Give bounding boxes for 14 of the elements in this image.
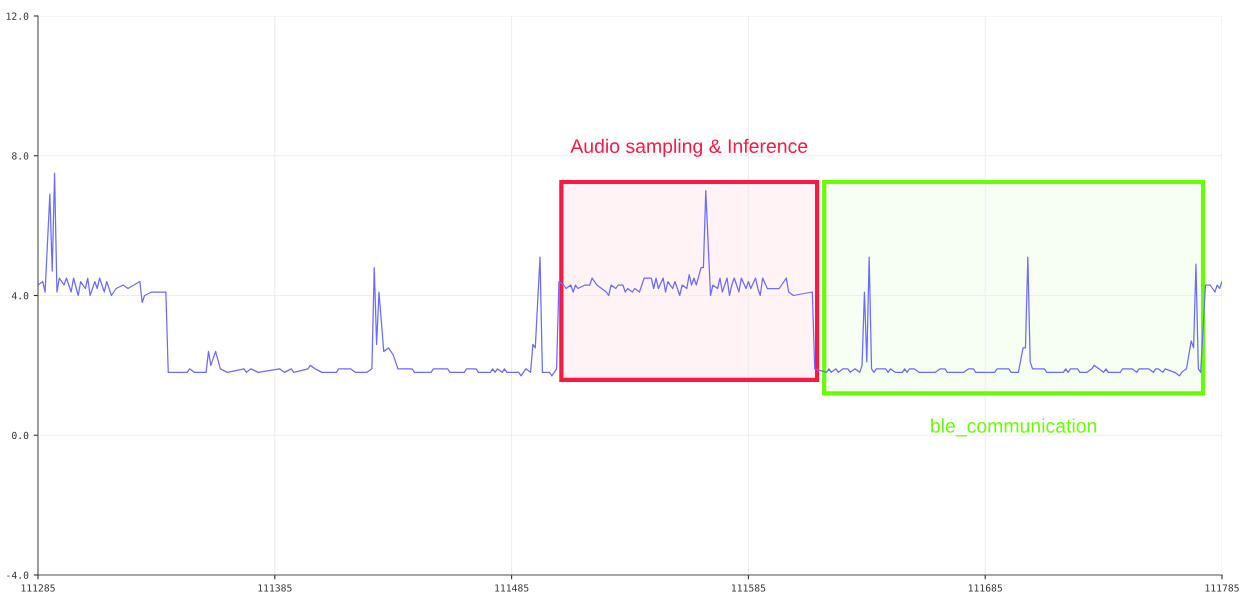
y-tick-label: 0.0 xyxy=(12,431,29,440)
x-tick-label: 111285 xyxy=(21,584,55,592)
band-label: Audio sampling & Inference xyxy=(570,138,808,157)
x-tick-label: 111385 xyxy=(258,584,292,592)
y-tick-label: -4.0 xyxy=(7,571,29,579)
y-tick-label: 12.0 xyxy=(6,12,29,20)
line-series xyxy=(38,172,1222,377)
y-tick-label: 8.0 xyxy=(12,152,29,160)
x-tick-label: 111685 xyxy=(968,584,1002,592)
band-label: ble_communication xyxy=(931,418,1097,437)
x-tick-label: 111785 xyxy=(1205,584,1239,592)
x-tick-label: 111585 xyxy=(732,584,766,592)
y-tick-label: 4.0 xyxy=(11,292,29,300)
x-tick-label: 111485 xyxy=(495,584,529,592)
